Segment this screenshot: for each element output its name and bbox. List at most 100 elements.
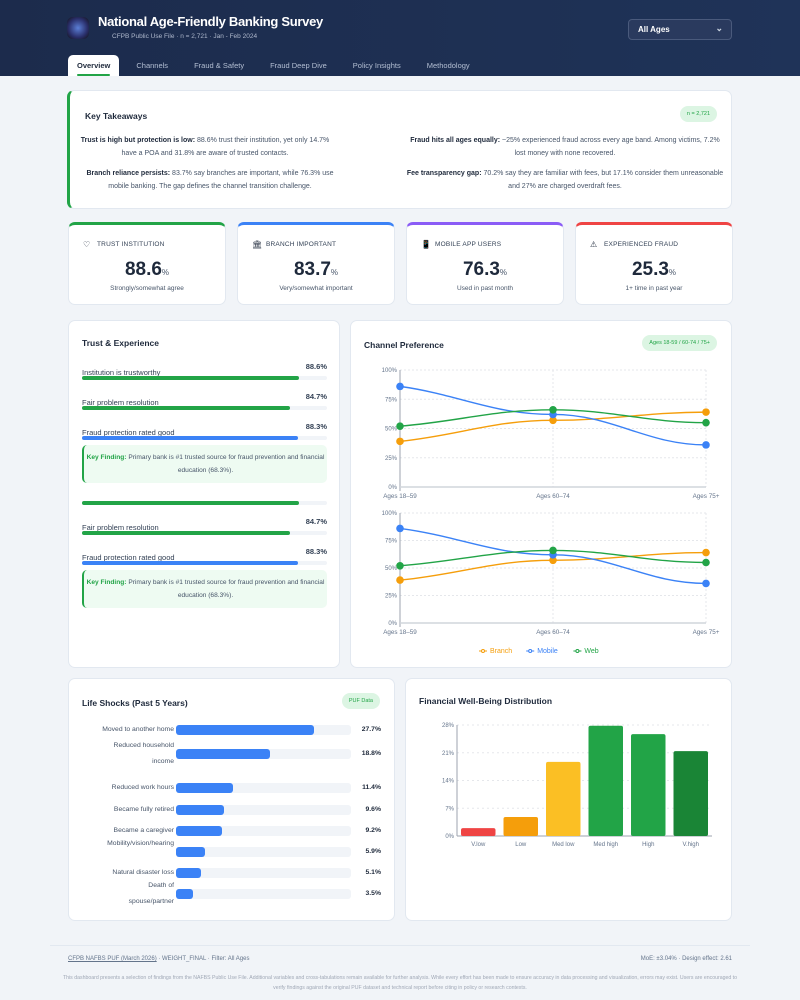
legend-item[interactable]: Branch	[490, 648, 512, 655]
channel-title: Channel Preference	[364, 340, 444, 350]
key-finding-label: Key Finding:	[86, 579, 127, 586]
life-shock-value: 5.9%	[365, 848, 382, 855]
data-point-branch[interactable]	[702, 408, 710, 416]
y-tick-label: 75%	[385, 539, 398, 545]
life-shock-value: 11.4%	[362, 784, 381, 791]
trust-progress-fill	[82, 531, 290, 535]
wellbeing-bar[interactable]	[631, 734, 666, 836]
life-shock-bar[interactable]	[176, 749, 270, 759]
trust-row: Fair problem resolution 84.7%	[82, 392, 327, 410]
trust-progress-fill	[82, 376, 300, 380]
footer-meta: · WEIGHT_FINAL · Filter: All Ages	[156, 956, 250, 962]
trust-progress-bar	[82, 501, 327, 505]
tab-methodology[interactable]: Methodology	[426, 61, 470, 70]
life-shock-bar-track	[176, 868, 351, 878]
kpi-value: 76.3%	[407, 259, 563, 281]
trust-row-value: 84.7%	[305, 392, 327, 401]
data-point-mobile[interactable]	[396, 382, 404, 391]
legend-item[interactable]: Mobile	[537, 648, 558, 655]
life-shock-bar[interactable]	[176, 868, 202, 878]
life-shock-bar-track	[176, 847, 351, 857]
life-shock-label: Became fully retired	[113, 806, 174, 813]
life-shock-value: 9.2%	[365, 827, 382, 834]
x-tick-label: Ages 60–74	[536, 493, 570, 500]
kpi-number: 76.3	[462, 259, 500, 280]
wellbeing-bar[interactable]	[673, 751, 709, 836]
kpi-unit: %	[330, 268, 339, 277]
life-shock-bar[interactable]	[176, 805, 224, 815]
legend-marker-dot	[481, 649, 485, 653]
source-link[interactable]: CFPB NAFBS PUF (March 2026)	[68, 956, 157, 962]
kpi-card: ♡ TRUST INSTITUTION 88.6% Strongly/somewhat…	[68, 222, 226, 305]
bank-icon: 🏛	[252, 240, 263, 249]
tab-fraud-safety[interactable]: Fraud & Safety	[194, 61, 245, 70]
tab-channels[interactable]: Channels	[136, 61, 169, 70]
data-point-web[interactable]	[396, 562, 404, 570]
kpi-unit: %	[668, 268, 677, 277]
kpi-label: MOBILE APP USERS	[435, 241, 502, 248]
wellbeing-card: Financial Well-Being Distribution 0% 7% 14…	[405, 678, 732, 921]
age-bands-badge: Ages 18-59 / 60-74 / 75+	[642, 335, 717, 351]
life-shock-bar[interactable]	[176, 847, 206, 857]
life-shock-value: 18.8%	[361, 750, 381, 757]
wellbeing-bar[interactable]	[546, 761, 581, 836]
life-shock-bar[interactable]	[176, 889, 194, 899]
legend-item[interactable]: Web	[584, 648, 598, 655]
tab-overview[interactable]: Overview	[68, 55, 120, 76]
trust-experience-card: Trust & Experience Institution is trustw…	[68, 320, 340, 668]
life-shock-value: 3.5%	[365, 890, 382, 897]
y-tick-label: 50%	[385, 566, 398, 572]
y-tick-label: 25%	[385, 594, 398, 600]
y-tick-label: 0%	[388, 621, 397, 627]
data-point-web[interactable]	[396, 422, 404, 430]
kpi-label: TRUST INSTITUTION	[97, 241, 165, 248]
y-tick-label: 21%	[442, 751, 455, 757]
data-point-branch[interactable]	[702, 548, 710, 557]
data-point-mobile[interactable]	[702, 441, 710, 449]
wellbeing-bar[interactable]	[461, 828, 496, 836]
data-point-web[interactable]	[549, 546, 557, 555]
data-point-branch[interactable]	[396, 437, 404, 446]
takeaway-3: Branch reliance persists: 83.7% say bran…	[86, 170, 334, 190]
kpi-subtext: 1+ time in past year	[625, 285, 683, 292]
data-point-branch[interactable]	[549, 556, 557, 565]
life-shocks-title: Life Shocks (Past 5 Years)	[82, 698, 188, 708]
data-point-mobile[interactable]	[396, 524, 404, 533]
y-tick-label: 28%	[442, 723, 455, 729]
wellbeing-bar[interactable]	[588, 725, 624, 836]
key-finding-text: Primary bank is #1 trusted source for fr…	[126, 454, 325, 474]
trust-row-label: Fair problem resolution	[82, 398, 159, 407]
tab-policy-insights[interactable]: Policy Insights	[352, 61, 401, 70]
trust-progress-fill	[82, 406, 290, 410]
x-tick-label: Ages 75+	[693, 493, 720, 500]
life-shock-bar[interactable]	[176, 826, 222, 836]
sample-size-badge: n = 2,721	[679, 106, 717, 122]
age-filter-select[interactable]: All Ages ⌄	[628, 19, 732, 40]
y-tick-label: 100%	[382, 368, 398, 374]
life-shock-label: Death of spouse/partner	[128, 882, 174, 905]
life-shocks-card: Life Shocks (Past 5 Years) PUF Data Move…	[68, 678, 395, 921]
tab-fraud-deep-dive[interactable]: Fraud Deep Dive	[270, 61, 327, 70]
life-shock-bar[interactable]	[176, 725, 315, 735]
life-shock-label: Moved to another home	[102, 726, 174, 733]
channel-preference-card: Channel Preference Ages 18-59 / 60-74 / …	[350, 320, 732, 668]
y-tick-label: 0%	[445, 834, 454, 840]
life-shock-value: 5.1%	[365, 869, 382, 876]
wellbeing-bar[interactable]	[503, 816, 539, 836]
kpi-value: 83.7%	[238, 259, 394, 281]
key-finding-label: Key Finding:	[86, 454, 127, 461]
page-title: National Age-Friendly Banking Survey	[98, 14, 323, 29]
trust-row-value: 84.7%	[305, 517, 327, 526]
data-point-mobile[interactable]	[702, 579, 710, 588]
header: National Age-Friendly Banking Survey CFP…	[0, 0, 800, 76]
data-point-branch[interactable]	[549, 416, 557, 425]
data-point-web[interactable]	[702, 418, 710, 427]
data-point-branch[interactable]	[396, 576, 404, 584]
kpi-unit: %	[161, 268, 170, 277]
data-point-web[interactable]	[702, 558, 710, 567]
trust-progress-bar	[82, 436, 327, 440]
data-point-web[interactable]	[549, 405, 557, 414]
life-shock-label: Became a caregiver	[113, 827, 174, 834]
life-shock-bar-track	[176, 889, 351, 899]
life-shock-bar[interactable]	[176, 783, 233, 793]
